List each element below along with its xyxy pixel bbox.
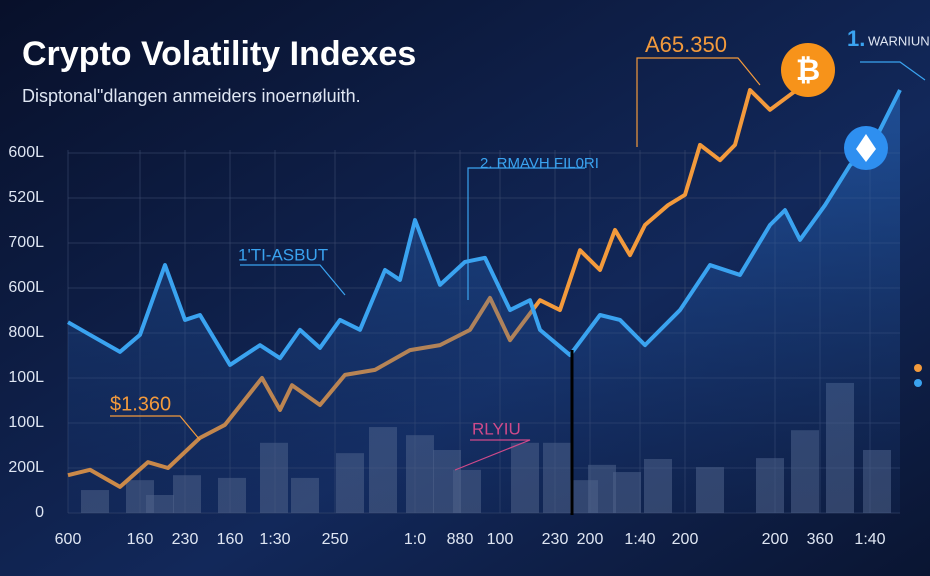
chart-subtitle: Disptonal"dlangen anmeiders inoernøluith… [22,86,361,106]
y-tick-label: 700L [8,234,44,251]
annotation-pointer [636,57,761,147]
bitcoin-icon [781,43,835,97]
bitcoin-symbol: ₿ [796,54,820,87]
area [68,90,900,513]
annotation-pointer [240,264,346,296]
y-tick-label: 0 [35,504,44,521]
x-tick-label: 360 [807,531,834,548]
y-tick-label: 100L [8,414,44,431]
annotation: WARNIUN [868,33,930,48]
x-tick-label: 880 [447,531,474,548]
x-tick-label: 230 [542,531,569,548]
legend-dot [914,364,922,372]
y-tick-label: 520L [8,189,44,206]
annotation-pointer [110,415,201,441]
annotation: $1.360 [110,393,171,415]
y-tick-label: 800L [8,324,44,341]
y-tick-label: 100L [8,369,44,386]
ethereum-symbol [856,134,876,162]
series-line [67,89,902,367]
plot-area: 0 200L 100L 100L 800L 600L 700L 520L 600L 600 160 2… [8,78,902,548]
annotation: A65.350 [645,32,727,57]
x-tick-label: 200 [762,531,789,548]
annotation: 2. RMAVH FIL0RI [480,155,599,172]
y-tick-label: 600L [8,279,44,296]
annotation: RLYIU [472,419,521,438]
annotation-pointer [860,61,926,81]
x-tick-label: 250 [322,531,349,548]
x-tick-label: 230 [172,531,199,548]
x-tick-label: 160 [127,531,154,548]
x-tick-label: 160 [217,531,244,548]
x-tick-label: 1:40 [624,531,655,548]
annotation-pointer [467,167,585,300]
y-tick-label: 200L [8,459,44,476]
y-tick-label: 600L [8,144,44,161]
x-tick-label: 1:0 [404,531,426,548]
x-tick-label: 1:40 [854,531,885,548]
x-tick-label: 200 [577,531,604,548]
x-tick-label: 1:30 [259,531,290,548]
x-tick-label: 200 [672,531,699,548]
chart-title: Crypto Volatility Indexes [22,35,416,73]
annotation: 1. [847,26,865,51]
x-tick-label: 600 [55,531,82,548]
annotation-pointer [454,439,531,471]
x-tick-label: 100 [487,531,514,548]
annotation: 1'TI-ASBUT [238,245,328,264]
legend-dot [914,379,922,387]
